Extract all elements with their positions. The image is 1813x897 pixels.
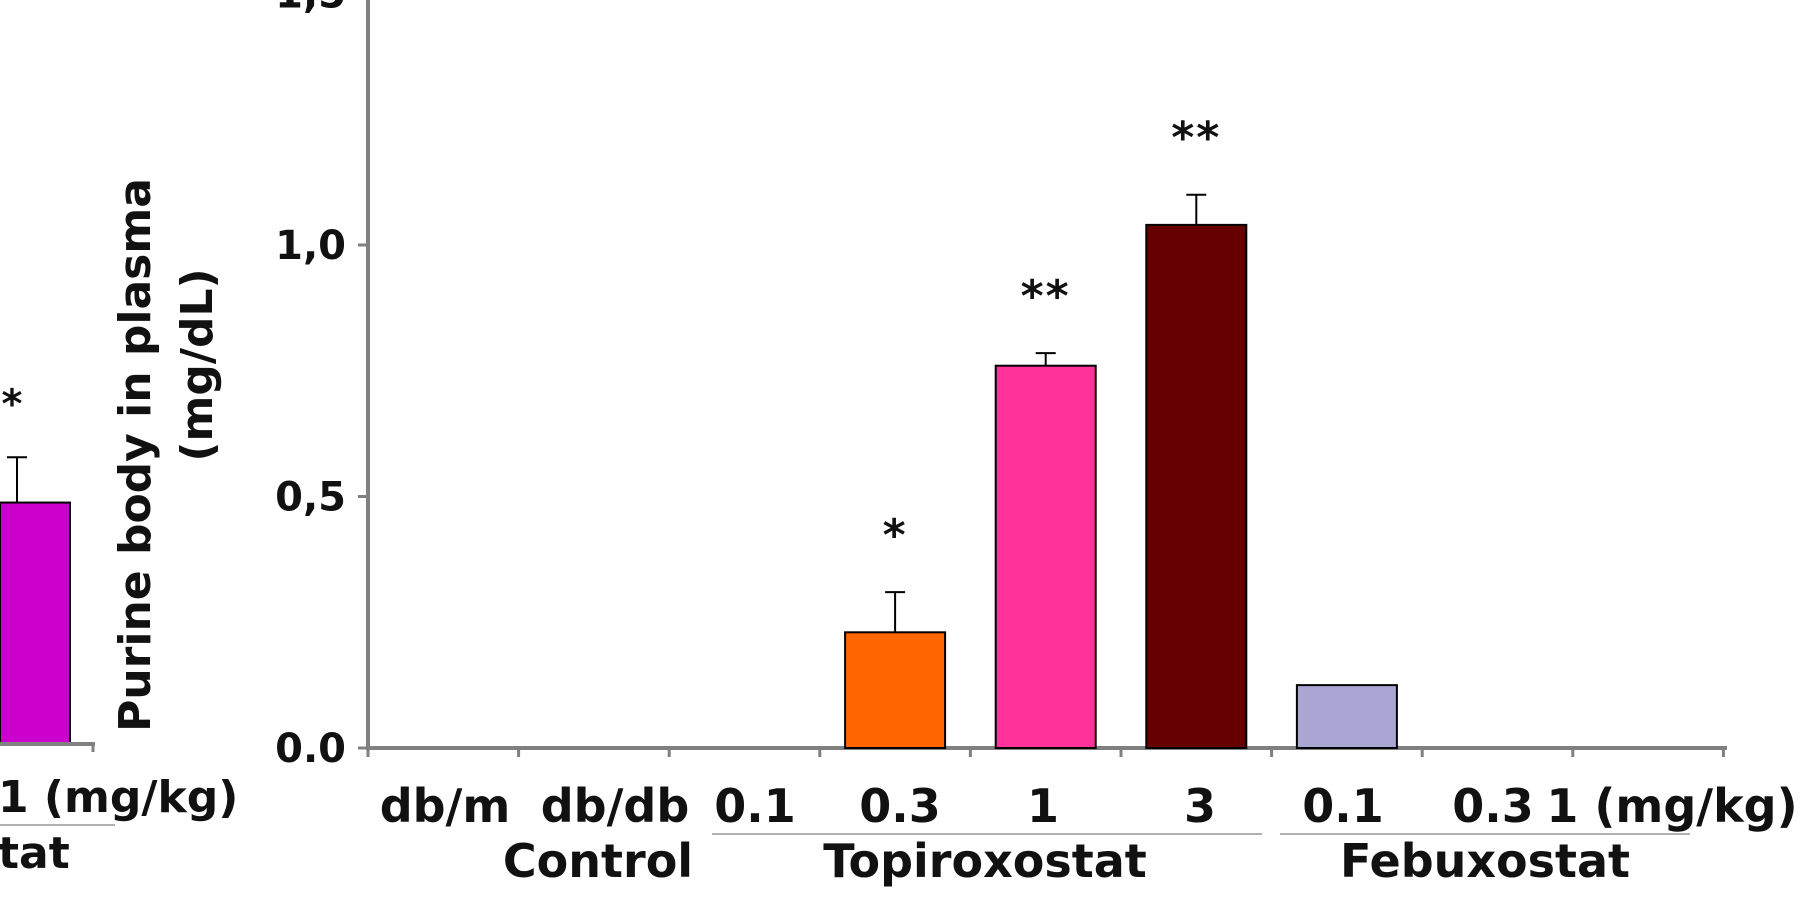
y-axis-title-line2: (mg/dL) (172, 268, 223, 461)
left-panel-group-label: tat (0, 828, 70, 879)
x-tick-label: 0.1 (1302, 779, 1384, 833)
group-label-febuxostat: Febuxostat (1340, 834, 1630, 888)
y-tick-label: 1,5 (275, 0, 346, 18)
significance-marker: ** (1021, 271, 1071, 322)
y-ticks: 0.0 0,5 1,0 1,5 (275, 0, 368, 772)
x-tick-label: db/m (380, 779, 511, 833)
significance-marker: * (883, 510, 908, 561)
y-tick-label: 0.0 (275, 726, 346, 772)
x-tick-label: 0.3 (1452, 779, 1534, 833)
x-tick-labels: db/m db/db 0.1 0.3 1 3 0.1 0.3 1 (mg/kg) (380, 779, 1798, 833)
significance-marker: ** (1171, 113, 1221, 164)
y-axis-title-line1: Purine body in plasma (110, 178, 161, 732)
main-panel: Purine body in plasma (mg/dL) 0.0 0,5 1,0 1… (110, 0, 1798, 888)
bar (845, 632, 945, 748)
left-panel-significance: * (2, 381, 23, 427)
group-label-topiroxostat: Topiroxostat (823, 834, 1147, 888)
x-tick-label: 3 (1184, 779, 1216, 833)
bar (996, 366, 1096, 748)
y-tick-label: 0,5 (275, 475, 346, 521)
left-panel-tick-label: 1 (mg/kg) (0, 772, 238, 823)
left-panel-bar (0, 503, 70, 744)
bars: ***** (845, 113, 1397, 748)
x-tick-label: 0.1 (714, 779, 796, 833)
x-tick-label: 1 (1027, 779, 1059, 833)
group-label-control: Control (503, 834, 693, 888)
x-tick-label: db/db (541, 779, 690, 833)
x-tick-label: 1 (mg/kg) (1546, 779, 1797, 833)
x-tick-label: 0.3 (859, 779, 941, 833)
y-tick-label: 1,0 (275, 223, 346, 269)
bar (1146, 225, 1246, 748)
bar (1297, 685, 1397, 748)
